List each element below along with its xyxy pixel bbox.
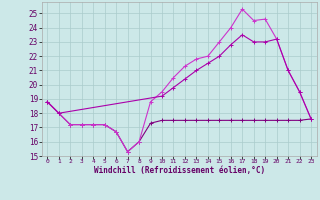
X-axis label: Windchill (Refroidissement éolien,°C): Windchill (Refroidissement éolien,°C) xyxy=(94,166,265,175)
